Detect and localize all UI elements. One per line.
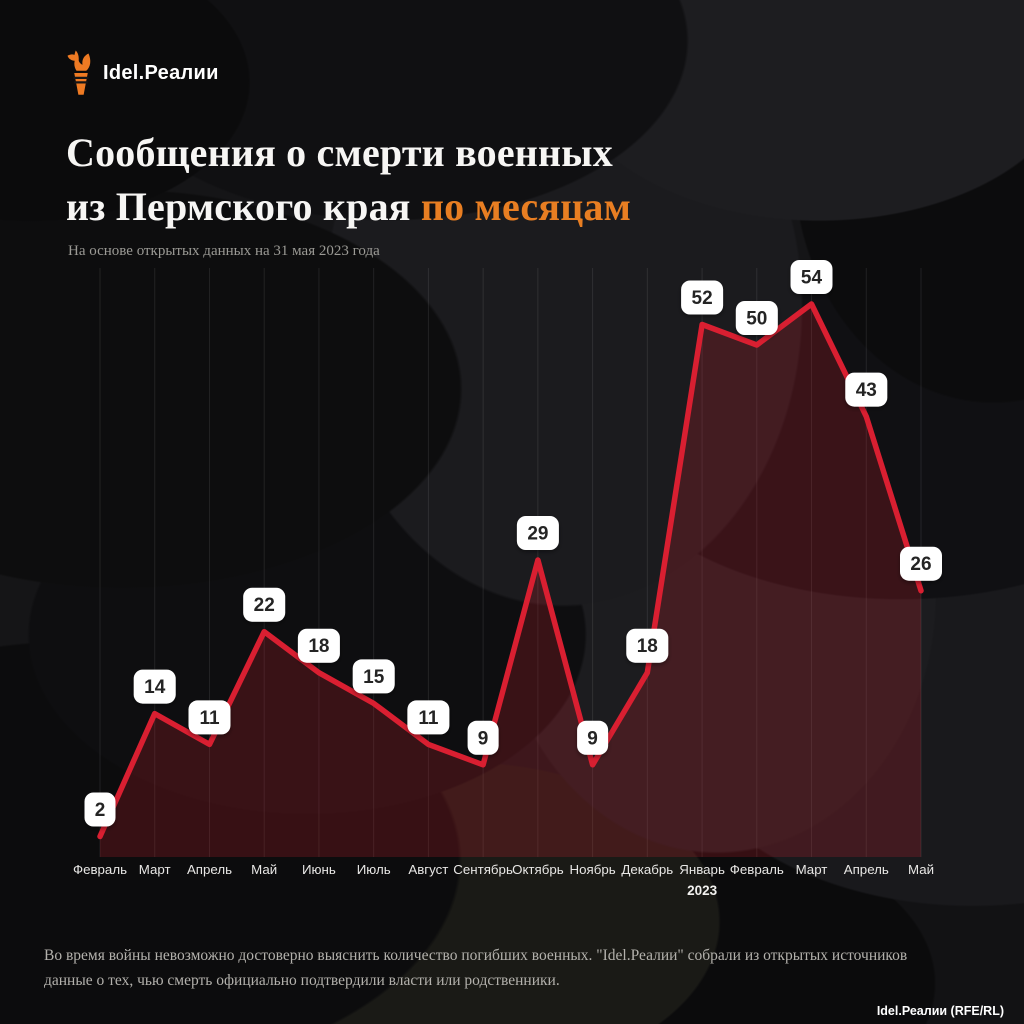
data-label-box: [516, 516, 559, 550]
data-label-value: 15: [363, 667, 385, 688]
series-line: [97, 301, 924, 840]
data-label: 50: [735, 301, 778, 335]
footer-note-line1: Во время войны невозможно достоверно выя…: [44, 947, 908, 964]
data-label-box: [790, 260, 833, 294]
x-tick-label: Март: [139, 862, 171, 877]
data-label-box: [297, 628, 340, 663]
data-label-value: 43: [856, 380, 877, 401]
data-label: 18: [297, 628, 340, 663]
data-label: 9: [467, 720, 499, 755]
data-label-box: [735, 301, 778, 335]
x-tick-label: Март: [796, 862, 828, 877]
x-tick-label: Декабрь: [621, 862, 673, 877]
data-label-box: [467, 720, 499, 755]
x-tick-label: Февраль: [73, 862, 127, 877]
x-tick-label: Октябрь: [512, 862, 564, 877]
data-labels: 2 14 11 22 18 15 11 9 29 9 18 52 50 54 43 26: [84, 260, 942, 827]
data-label-box: [577, 720, 609, 755]
data-label-value: 2: [95, 800, 106, 821]
data-label-value: 50: [746, 309, 767, 330]
x-tick-label: Январь: [679, 862, 725, 877]
data-label: 54: [790, 260, 833, 294]
title-line1: Сообщения о смерти военных: [66, 130, 613, 175]
data-label-value: 54: [801, 268, 823, 289]
x-tick-label: Апрель: [187, 862, 232, 877]
data-label: 2: [84, 792, 116, 827]
data-label-box: [626, 628, 669, 663]
data-label: 9: [577, 720, 609, 755]
brand-logo: Idel.Реалии: [66, 48, 219, 98]
data-label-value: 26: [910, 554, 931, 575]
torch-icon: [67, 50, 91, 95]
data-label-value: 22: [254, 595, 275, 616]
data-label-value: 52: [692, 288, 713, 309]
data-label: 14: [133, 669, 176, 704]
data-label: 22: [243, 587, 286, 622]
data-label-value: 9: [478, 728, 489, 749]
x-tick-label: Август: [408, 862, 448, 877]
data-label: 26: [900, 546, 942, 581]
data-label-value: 9: [587, 728, 598, 749]
x-tick-label: Февраль: [730, 862, 784, 877]
data-label: 29: [516, 516, 559, 550]
data-label-box: [681, 280, 724, 315]
data-label: 43: [845, 372, 888, 407]
torch-notch: [74, 81, 88, 84]
x-tick-label: Ноябрь: [570, 862, 616, 877]
brand-name: Idel.Реалии: [103, 61, 219, 84]
page-title: Сообщения о смерти военных из Пермского …: [66, 126, 631, 233]
data-label-box: [352, 659, 395, 694]
data-label: 15: [352, 659, 395, 694]
data-label-box: [188, 700, 231, 735]
data-label-box: [133, 669, 176, 704]
x-tick-label: Май: [251, 862, 277, 877]
data-label-box: [845, 372, 888, 407]
series-area: [100, 304, 921, 857]
data-label-box: [407, 700, 450, 735]
data-label-value: 14: [144, 677, 166, 698]
x-tick-label: Июнь: [302, 862, 336, 877]
x-tick-label: Май: [908, 862, 934, 877]
year-label: 2023: [687, 883, 718, 898]
data-label-value: 29: [527, 524, 548, 545]
data-label-box: [900, 546, 942, 581]
torch-notch: [73, 76, 89, 79]
footer-note: Во время войны невозможно достоверно выя…: [44, 944, 907, 994]
data-label: 52: [681, 280, 724, 315]
x-tick-label: Сентябрь: [453, 862, 513, 877]
title-accent: по месяцам: [420, 183, 632, 229]
data-label-value: 11: [418, 708, 439, 729]
title-line2: из Пермского края: [66, 183, 411, 229]
data-label: 11: [188, 700, 231, 735]
data-label: 11: [407, 700, 450, 735]
x-tick-label: Апрель: [844, 862, 889, 877]
data-label-value: 18: [308, 636, 329, 657]
data-label-value: 11: [199, 708, 220, 729]
data-label-value: 18: [637, 636, 658, 657]
footer-note-line2: данные о тех, чью смерть официально подт…: [44, 971, 560, 989]
data-label-box: [243, 587, 286, 622]
source-attribution: Idel.Реалии (RFE/RL): [876, 1004, 1004, 1018]
x-tick-label: Июль: [357, 862, 391, 877]
chart-subtitle: На основе открытых данных на 31 мая 2023…: [68, 243, 380, 259]
x-axis-labels: Февраль Март Апрель Май Июнь Июль Август Сентяб…: [73, 862, 934, 898]
data-label: 18: [626, 628, 669, 663]
data-label-box: [84, 792, 116, 827]
